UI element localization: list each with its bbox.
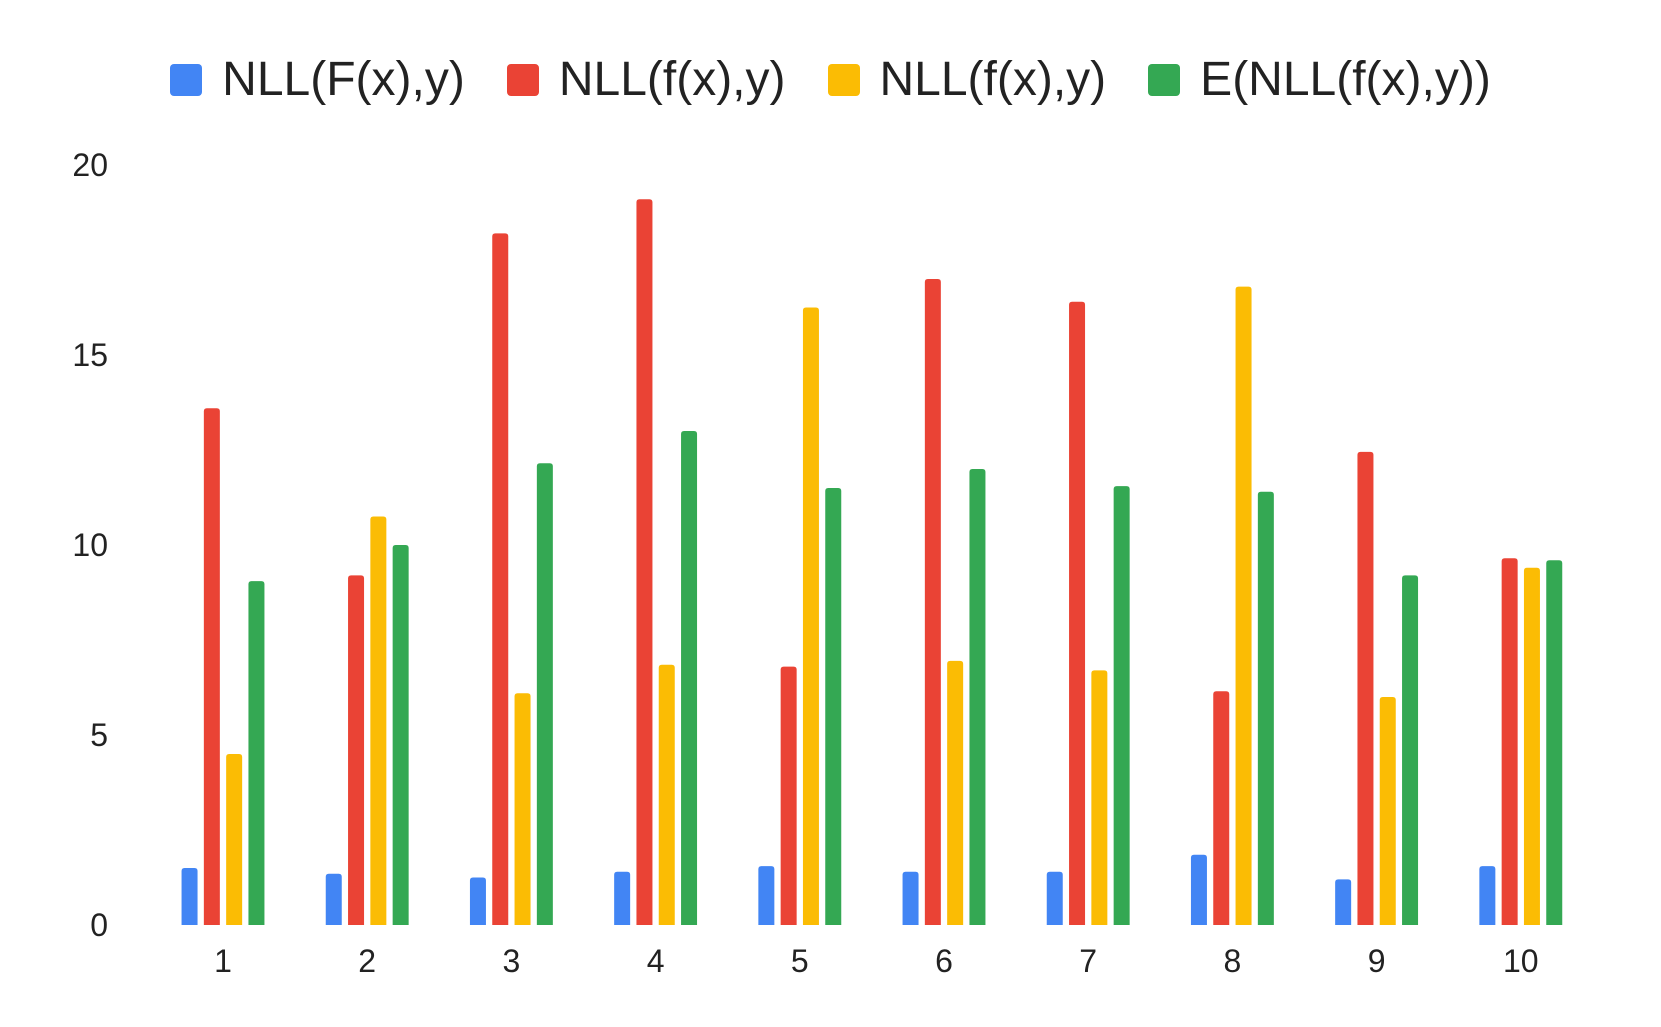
bar-series-3-cat-5: [802, 307, 819, 925]
x-tick-label: 5: [791, 943, 809, 979]
bar-series-4-cat-4: [681, 431, 698, 925]
x-tick-label: 10: [1503, 943, 1539, 979]
bar-series-3-cat-1: [226, 754, 243, 925]
bar-series-1-cat-7: [1046, 871, 1063, 925]
bar-series-3-cat-6: [947, 660, 964, 925]
x-tick-label: 1: [214, 943, 232, 979]
x-tick-label: 2: [358, 943, 376, 979]
bar-series-2-cat-1: [203, 408, 220, 925]
bar-series-3-cat-4: [658, 664, 675, 925]
legend-swatch-series-2: [506, 63, 539, 96]
bar-series-1-cat-8: [1190, 854, 1207, 925]
x-tick-label: 3: [503, 943, 521, 979]
x-tick-label: 4: [647, 943, 665, 979]
bar-series-1-cat-9: [1335, 879, 1352, 925]
legend-item-series-4: E(NLL(f(x),y)): [1148, 52, 1491, 107]
bar-series-3-cat-10: [1523, 567, 1540, 925]
bar-series-4-cat-10: [1546, 560, 1563, 925]
y-tick-label: 10: [72, 527, 108, 563]
x-tick-label: 6: [935, 943, 953, 979]
bar-series-3-cat-3: [514, 693, 531, 925]
y-axis: 0 5 10 15 20: [72, 147, 108, 943]
legend-item-series-3: NLL(f(x),y): [827, 52, 1107, 107]
bar-series-3-cat-7: [1091, 670, 1108, 925]
bar-series-1-cat-10: [1479, 866, 1496, 925]
bar-series-4-cat-6: [969, 469, 986, 925]
bar-series-1-cat-3: [469, 877, 486, 925]
x-axis: 1 2 3 4 5 6 7 8 9 10: [214, 943, 1538, 979]
bar-series-2-cat-9: [1357, 451, 1374, 925]
legend-label-series-4: E(NLL(f(x),y)): [1200, 53, 1491, 106]
bar-series-2-cat-10: [1501, 558, 1518, 925]
bar-series-3-cat-2: [370, 516, 387, 925]
bar-series-2-cat-2: [348, 575, 365, 925]
legend-label-series-1: NLL(F(x),y): [222, 53, 465, 106]
legend-label-series-3: NLL(f(x),y): [879, 53, 1107, 106]
bar-series-1-cat-6: [902, 871, 919, 925]
bar-series-2-cat-6: [924, 279, 941, 925]
bar-series-1-cat-1: [181, 868, 198, 925]
bar-series-2-cat-8: [1213, 691, 1230, 925]
bar-series-2-cat-5: [780, 666, 797, 925]
bar-series-3-cat-9: [1379, 697, 1396, 925]
bar-series-1-cat-5: [758, 866, 775, 925]
bar-series-4-cat-2: [392, 545, 409, 925]
bar-series-4-cat-5: [825, 488, 842, 925]
bar-series-1-cat-4: [614, 871, 631, 925]
legend-item-series-2: NLL(f(x),y): [506, 52, 786, 107]
chart-legend: NLL(F(x),y) NLL(f(x),y) NLL(f(x),y) E(NL…: [0, 52, 1661, 107]
legend-label-series-2: NLL(f(x),y): [558, 53, 786, 106]
bar-series-4-cat-9: [1402, 575, 1419, 925]
x-tick-label: 9: [1368, 943, 1386, 979]
bar-series-3-cat-8: [1235, 286, 1252, 926]
bar-series-4-cat-8: [1257, 491, 1274, 925]
legend-item-series-1: NLL(F(x),y): [170, 52, 465, 107]
y-tick-label: 20: [72, 147, 108, 183]
x-tick-label: 8: [1224, 943, 1242, 979]
bar-series-1-cat-2: [325, 873, 342, 925]
legend-swatch-series-3: [827, 63, 860, 96]
legend-swatch-series-4: [1148, 63, 1181, 96]
bar-series-2-cat-7: [1069, 301, 1086, 925]
legend-swatch-series-1: [170, 63, 203, 96]
y-tick-label: 5: [90, 717, 108, 753]
bar-series-4-cat-3: [536, 463, 553, 925]
bar-series-4-cat-1: [248, 581, 265, 925]
y-tick-label: 0: [90, 907, 108, 943]
x-tick-label: 7: [1079, 943, 1097, 979]
y-tick-label: 15: [72, 337, 108, 373]
bar-series-2-cat-4: [636, 199, 653, 925]
bar-series-2-cat-3: [492, 233, 509, 925]
bar-series-4-cat-7: [1113, 486, 1130, 925]
bars: [181, 199, 1563, 926]
